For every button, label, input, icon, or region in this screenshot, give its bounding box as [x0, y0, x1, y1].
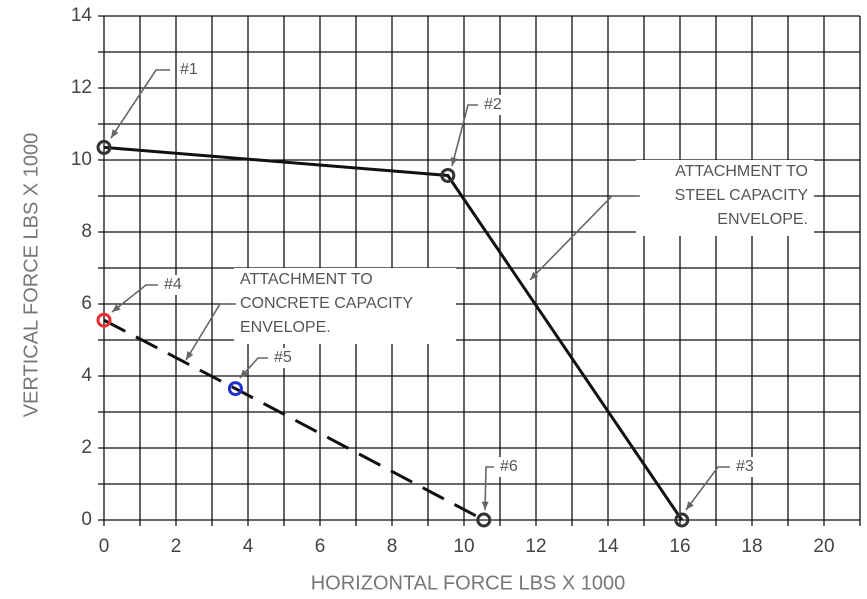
point-leader	[451, 104, 478, 167]
point-label: #5	[274, 349, 292, 366]
point-marker	[476, 512, 492, 528]
label-bg	[162, 275, 188, 295]
x-tick-label: 20	[813, 536, 834, 557]
label-bg	[178, 60, 204, 80]
point-leader-head	[240, 369, 249, 378]
x-tick-label: 10	[453, 536, 474, 557]
point-label: #6	[500, 458, 518, 475]
annotation-text: ENVELOPE.	[717, 211, 808, 228]
x-axis-label: HORIZONTAL FORCE LBS X 1000	[311, 572, 626, 594]
point-leader	[484, 466, 494, 511]
label-bg	[734, 457, 760, 477]
annotation-leader	[185, 303, 236, 361]
x-tick-label: 2	[171, 536, 182, 557]
annotation-text: ATTACHMENT TO	[240, 271, 373, 288]
annotation-text: ATTACHMENT TO	[675, 163, 808, 180]
x-tick-label: 18	[741, 536, 762, 557]
series-line	[103, 318, 485, 522]
label-bg	[272, 348, 298, 368]
point-label: #4	[164, 276, 182, 293]
point-leader	[685, 466, 730, 511]
series-line	[103, 145, 684, 521]
point-leader	[111, 284, 158, 313]
label-bg	[482, 95, 508, 115]
point-leader-head	[112, 304, 121, 312]
x-tick-label: 14	[597, 536, 619, 557]
x-tick-label: 16	[669, 536, 690, 557]
y-tick-label: 2	[81, 437, 92, 458]
y-tick-label: 6	[81, 293, 92, 314]
x-tick-label: 8	[387, 536, 398, 557]
annotation-text: STEEL CAPACITY	[675, 187, 809, 204]
annotation-leader-head	[186, 351, 194, 360]
y-axis-label: VERTICAL FORCE LBS X 1000	[20, 133, 42, 418]
y-tick-label: 8	[81, 221, 92, 242]
annotation-leader	[529, 195, 640, 281]
point-leader	[110, 69, 170, 139]
point-label: #1	[180, 61, 198, 78]
annotation-text: ENVELOPE.	[240, 319, 331, 336]
y-tick-label: 4	[81, 365, 92, 386]
y-tick-label: 0	[81, 509, 92, 530]
x-tick-label: 6	[315, 536, 326, 557]
label-bg	[498, 457, 524, 477]
point-label: #2	[484, 96, 502, 113]
annotation-leader-head	[530, 271, 539, 280]
point-leader-head	[450, 157, 458, 166]
y-tick-label: 14	[71, 5, 93, 26]
point-marker	[96, 139, 112, 155]
annotation-box	[234, 268, 456, 344]
x-tick-label: 0	[99, 536, 110, 557]
point-leader-head	[111, 129, 119, 138]
point-label: #3	[736, 458, 754, 475]
point-marker	[227, 381, 243, 397]
point-leader	[239, 357, 268, 379]
point-leader-head	[481, 501, 489, 510]
point-marker	[674, 512, 690, 528]
y-tick-label: 12	[71, 77, 92, 98]
point-marker	[440, 167, 456, 183]
annotation-box	[636, 160, 814, 236]
point-marker	[96, 312, 112, 328]
x-tick-label: 12	[525, 536, 546, 557]
annotation-text: CONCRETE CAPACITY	[240, 295, 413, 312]
y-tick-label: 10	[71, 149, 92, 170]
point-leader-head	[686, 501, 694, 510]
x-tick-label: 4	[243, 536, 254, 557]
